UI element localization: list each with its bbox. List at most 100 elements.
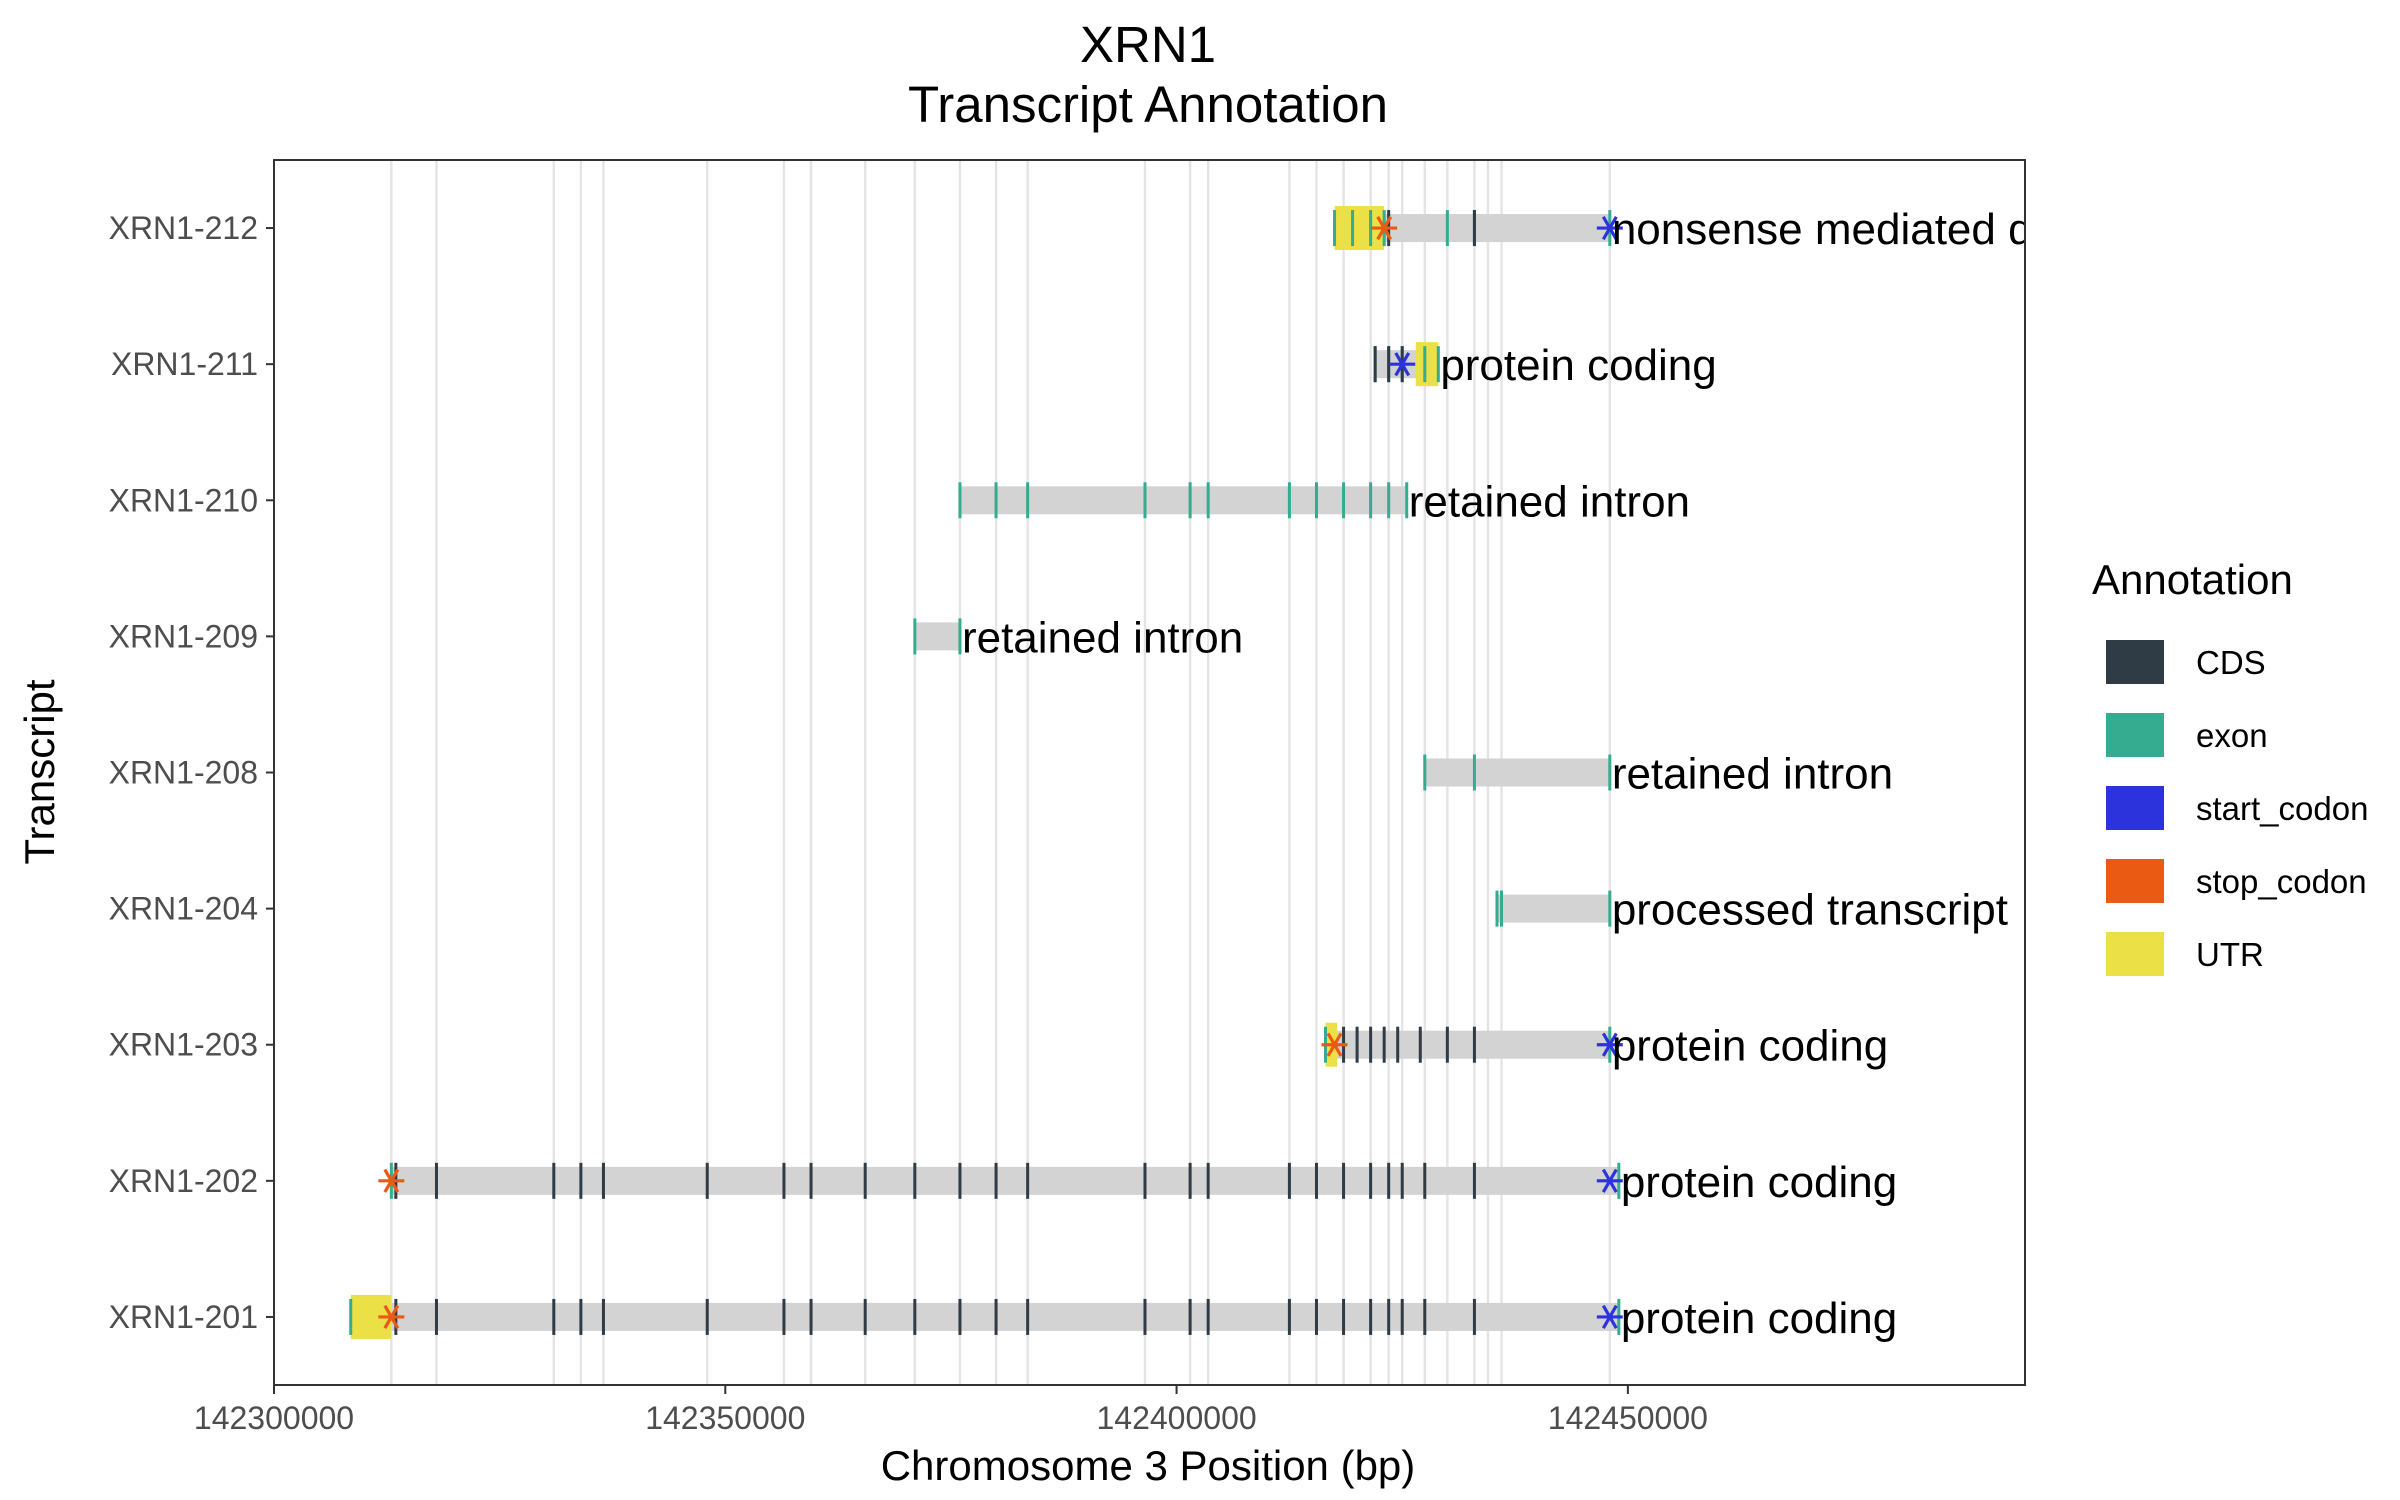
- start-codon-marker: [1389, 352, 1416, 377]
- chart-title: XRN1: [1080, 16, 1216, 73]
- transcript-bar: [959, 486, 1407, 515]
- transcript-xrn1-201: [349, 1294, 1623, 1339]
- cds-mark: [1418, 1026, 1422, 1063]
- cds-mark: [1355, 1026, 1359, 1063]
- cds-mark: [434, 1162, 438, 1199]
- transcript-xrn1-202: [378, 1162, 1623, 1199]
- legend-label-exon: exon: [2196, 717, 2268, 754]
- cds-mark: [552, 1298, 556, 1335]
- y-axis-title: Transcript: [16, 679, 63, 864]
- transcript-biotype-label: retained intron: [962, 613, 1243, 662]
- transcript-bar: [914, 622, 960, 651]
- cds-mark: [1314, 1298, 1318, 1335]
- legend-swatch-stop-codon: [2106, 859, 2164, 903]
- exon-mark: [1287, 482, 1291, 519]
- cds-mark: [1342, 1298, 1346, 1335]
- start-codon-marker-stroke: [1601, 1168, 1618, 1193]
- exon-mark: [958, 482, 962, 519]
- transcript-xrn1-209: [913, 618, 962, 655]
- start-codon-marker-stroke: [1601, 215, 1618, 241]
- transcript-bar: [391, 1166, 1619, 1195]
- y-tick-label: XRN1-204: [109, 891, 258, 927]
- legend-label-start-codon: start_codon: [2196, 790, 2368, 827]
- exon-mark: [1188, 482, 1192, 519]
- legend-swatch-start-codon: [2106, 786, 2164, 830]
- exon-mark: [1369, 210, 1373, 247]
- y-tick-label: XRN1-201: [109, 1299, 258, 1335]
- cds-mark: [1472, 210, 1476, 247]
- cds-mark: [863, 1298, 867, 1335]
- transcript-biotype-label: retained intron: [1612, 750, 1893, 799]
- stop-codon-marker-stroke: [383, 1304, 400, 1330]
- exon-mark: [1387, 482, 1391, 519]
- y-tick-label: XRN1-211: [111, 346, 258, 382]
- plot-area: nonsense mediated decay protein coding ret…: [109, 159, 2026, 1436]
- cds-mark: [863, 1162, 867, 1199]
- exon-mark: [1423, 754, 1427, 791]
- legend-label-utr: UTR: [2196, 936, 2264, 973]
- cds-mark: [579, 1298, 583, 1335]
- y-tick-label: XRN1-203: [109, 1027, 258, 1063]
- exon-mark: [1445, 210, 1449, 247]
- cds-mark: [705, 1162, 709, 1199]
- exon-mark: [1333, 210, 1337, 247]
- cds-mark: [1314, 1162, 1318, 1199]
- transcript-xrn1-204: [1495, 890, 1612, 927]
- cds-mark: [1387, 1298, 1391, 1335]
- exon-mark: [1351, 210, 1355, 247]
- cds-mark: [579, 1162, 583, 1199]
- transcript-biotype-label: protein coding: [1621, 1294, 1897, 1343]
- y-tick-label: XRN1-202: [109, 1163, 258, 1199]
- transcript-biotype-label: retained intron: [1409, 477, 1690, 526]
- cds-mark: [1369, 1298, 1373, 1335]
- cds-mark: [1387, 1162, 1391, 1199]
- transcript-xrn1-212: [1333, 206, 1623, 251]
- exon-mark: [1472, 754, 1476, 791]
- transcript-xrn1-203: [1321, 1022, 1623, 1067]
- start-codon-marker: [1596, 1168, 1623, 1193]
- plot-border: [273, 159, 2026, 1386]
- exon-mark: [994, 482, 998, 519]
- exon-mark: [1608, 754, 1612, 791]
- cds-mark: [601, 1162, 605, 1199]
- cds-mark: [809, 1162, 813, 1199]
- exon-mark: [1369, 482, 1373, 519]
- transcript-biotype-label: protein coding: [1440, 341, 1716, 390]
- cds-mark: [552, 1162, 556, 1199]
- exon-mark: [1436, 346, 1440, 383]
- cds-mark: [1206, 1162, 1210, 1199]
- y-tick-label: XRN1-210: [109, 482, 258, 518]
- cds-mark: [1396, 1026, 1400, 1063]
- transcript-bar: [1424, 758, 1610, 787]
- transcript-bar: [1496, 894, 1610, 923]
- legend-swatch-exon: [2106, 713, 2164, 757]
- cds-mark: [913, 1298, 917, 1335]
- transcript-bar: [1325, 1030, 1610, 1059]
- start-codon-marker-stroke: [1394, 352, 1411, 377]
- cds-mark: [1287, 1298, 1291, 1335]
- stop-codon-marker-stroke: [1376, 215, 1393, 241]
- cds-mark: [705, 1298, 709, 1335]
- start-codon-marker-stroke: [1601, 1032, 1618, 1057]
- cds-mark: [958, 1298, 962, 1335]
- cds-mark: [1369, 1162, 1373, 1199]
- cds-mark: [958, 1162, 962, 1199]
- start-codon-marker: [1596, 1304, 1623, 1330]
- exon-mark: [1423, 346, 1427, 383]
- cds-mark: [1188, 1162, 1192, 1199]
- cds-mark: [782, 1298, 786, 1335]
- exon-mark: [1405, 482, 1409, 519]
- cds-mark: [1287, 1162, 1291, 1199]
- y-tick-label: XRN1-212: [109, 210, 258, 246]
- x-tick-label: 142400000: [1096, 1400, 1256, 1436]
- cds-mark: [1382, 1026, 1386, 1063]
- x-tick-label: 142350000: [645, 1400, 805, 1436]
- cds-mark: [1206, 1298, 1210, 1335]
- stop-codon-marker-stroke: [1326, 1032, 1343, 1057]
- transcript-biotype-label: processed transcript: [1612, 886, 2008, 935]
- transcript-xrn1-208: [1423, 754, 1612, 791]
- cds-mark: [1026, 1298, 1030, 1335]
- exon-mark: [1342, 482, 1346, 519]
- legend-label-stop-codon: stop_codon: [2196, 863, 2367, 900]
